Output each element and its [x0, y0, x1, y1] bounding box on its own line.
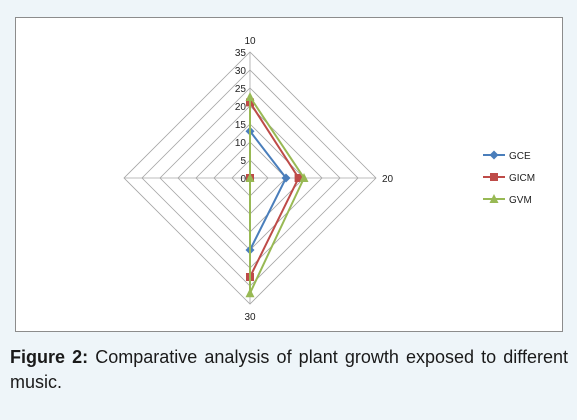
caption-text: Comparative analysis of plant growth exp… [10, 347, 568, 392]
figure-label: Figure 2: [10, 347, 89, 367]
radial-tick-label: 35 [235, 48, 247, 59]
radial-tick-label: 15 [235, 120, 247, 131]
data-point-marker [489, 194, 499, 203]
category-label: 10 [244, 36, 256, 47]
legend-label: GCE [509, 151, 531, 162]
radial-tick-label: 0 [240, 174, 246, 185]
data-point-marker [490, 173, 498, 181]
legend-item-gce: GCE [483, 150, 531, 162]
category-label: 20 [382, 174, 394, 185]
radial-tick-label: 20 [235, 102, 247, 113]
data-point-marker [245, 92, 255, 101]
data-point-marker [489, 150, 499, 160]
radar-chart: 0 5 10 15 20 25 30 35 10 20 30 GCE GICM GVM [123, 36, 535, 323]
data-point-marker [245, 173, 255, 182]
legend: GCE GICM GVM [483, 150, 535, 206]
radial-tick-label: 10 [235, 138, 247, 149]
radial-tick-label: 25 [235, 84, 247, 95]
data-point-marker [281, 173, 291, 183]
legend-label: GICM [509, 173, 535, 184]
category-labels: 10 20 30 [244, 36, 393, 323]
radial-tick-label: 5 [240, 156, 246, 167]
category-label: 30 [244, 312, 256, 323]
legend-item-gvm: GVM [483, 194, 532, 206]
figure-caption: Figure 2: Comparative analysis of plant … [10, 345, 568, 395]
data-point-marker [299, 173, 309, 182]
radial-tick-labels: 0 5 10 15 20 25 30 35 [235, 48, 247, 185]
data-point-marker [245, 288, 255, 298]
chart-area: 0 5 10 15 20 25 30 35 10 20 30 GCE GICM GVM [15, 17, 563, 332]
series-gvm [245, 92, 309, 298]
data-point-marker [294, 174, 303, 182]
series-lines [245, 92, 309, 298]
legend-label: GVM [509, 195, 532, 206]
legend-item-gicm: GICM [483, 173, 535, 184]
radial-tick-label: 30 [235, 66, 247, 77]
